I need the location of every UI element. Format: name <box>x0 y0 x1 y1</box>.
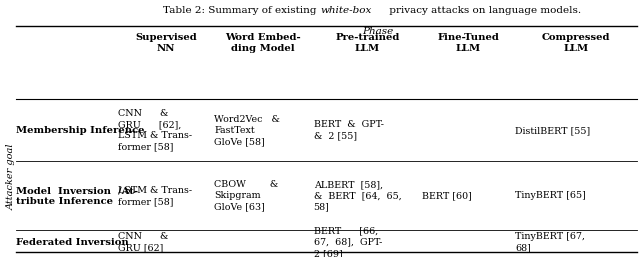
Text: TinyBERT [67,
68]: TinyBERT [67, 68] <box>515 232 585 252</box>
Text: Table 2: Summary of existing: Table 2: Summary of existing <box>163 6 320 15</box>
Text: Fine-Tuned
LLM: Fine-Tuned LLM <box>437 33 499 53</box>
Text: ALBERT  [58],
&  BERT  [64,  65,
58]: ALBERT [58], & BERT [64, 65, 58] <box>314 180 401 212</box>
Text: white-box: white-box <box>320 6 371 15</box>
Text: Compressed
LLM: Compressed LLM <box>541 33 611 53</box>
Text: CNN      &
GRU      [62],
LSTM & Trans-
former [58]: CNN & GRU [62], LSTM & Trans- former [58… <box>118 109 193 152</box>
Text: BERT      [66,
67,  68],  GPT-
2 [69]: BERT [66, 67, 68], GPT- 2 [69] <box>314 227 382 257</box>
Text: Pre-trained
LLM: Pre-trained LLM <box>335 33 399 53</box>
Text: Supervised
NN: Supervised NN <box>135 33 196 53</box>
Text: TinyBERT [65]: TinyBERT [65] <box>515 191 586 200</box>
Text: privacy attacks on language models.: privacy attacks on language models. <box>387 6 581 15</box>
Text: Attacker goal: Attacker goal <box>7 143 16 209</box>
Text: LSTM & Trans-
former [58]: LSTM & Trans- former [58] <box>118 186 193 206</box>
Text: Model  Inversion  /At-
tribute Inference: Model Inversion /At- tribute Inference <box>16 186 138 206</box>
Text: Word2Vec   &
FastText
GloVe [58]: Word2Vec & FastText GloVe [58] <box>214 115 280 146</box>
Text: CNN      &
GRU [62]: CNN & GRU [62] <box>118 232 169 252</box>
Text: Word Embed-
ding Model: Word Embed- ding Model <box>225 33 301 53</box>
Text: Membership Inference: Membership Inference <box>16 126 145 135</box>
Text: CBOW        &
Skipgram
GloVe [63]: CBOW & Skipgram GloVe [63] <box>214 180 278 212</box>
Text: Federated Inversion: Federated Inversion <box>16 238 129 247</box>
Text: DistilBERT [55]: DistilBERT [55] <box>515 126 591 135</box>
Text: BERT [60]: BERT [60] <box>422 191 472 200</box>
Text: Phase: Phase <box>362 27 393 36</box>
Text: BERT  &  GPT-
&  2 [55]: BERT & GPT- & 2 [55] <box>314 120 383 141</box>
